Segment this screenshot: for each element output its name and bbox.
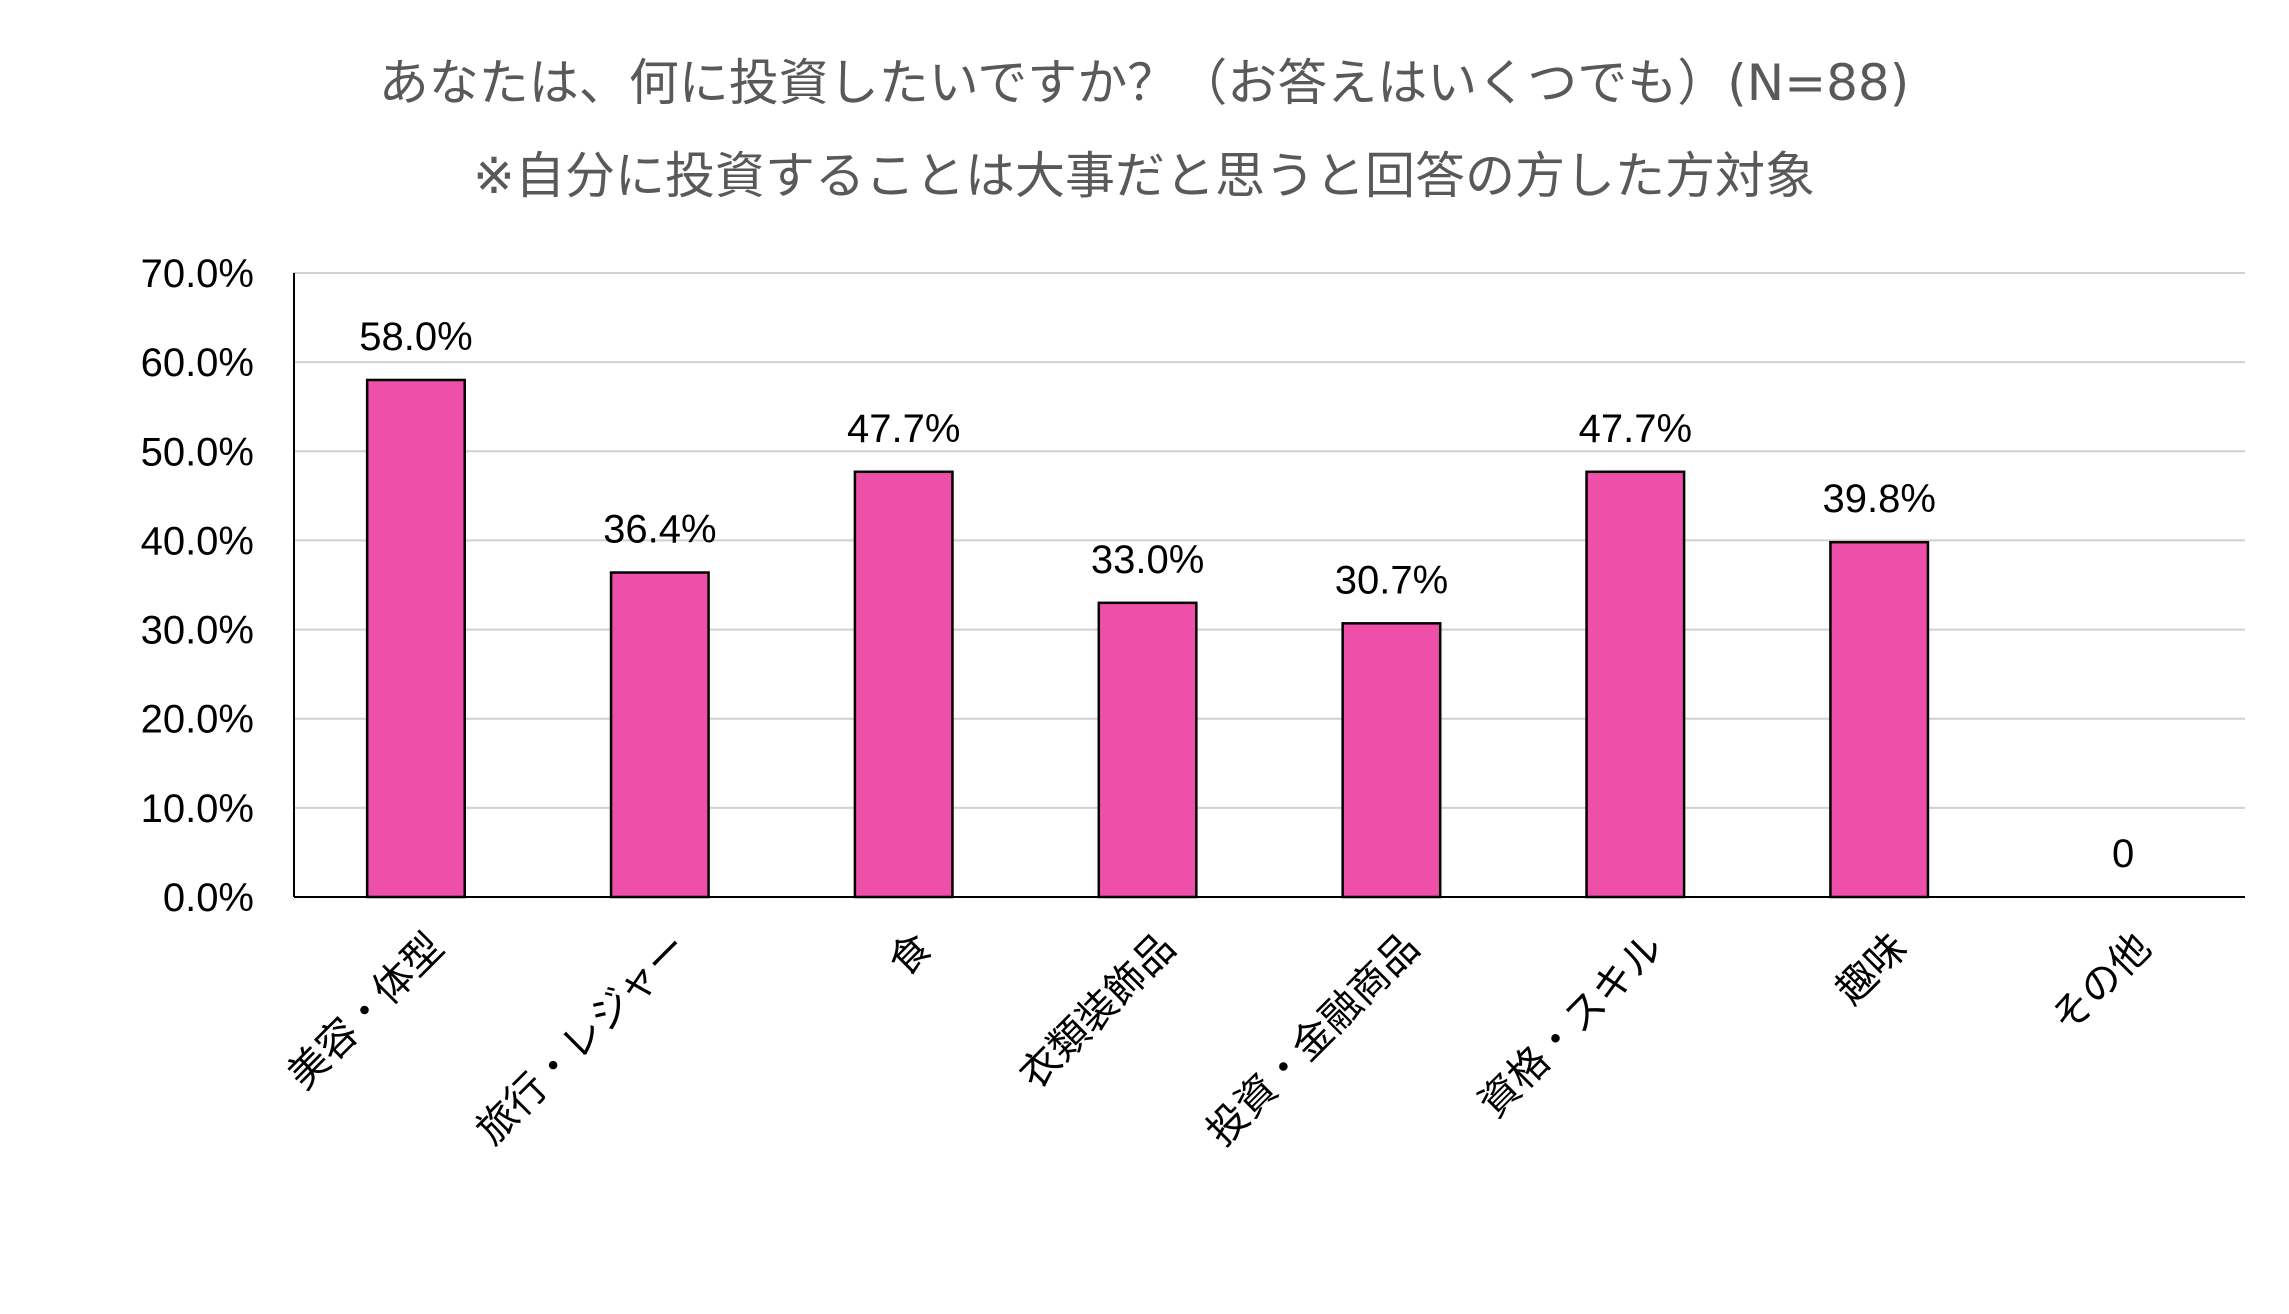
bar [853,470,954,899]
y-tick-label: 20.0% [141,698,254,742]
data-label: 36.4% [603,508,716,552]
x-tick-label: 衣類装飾品 [1011,925,1185,1099]
chart-subtitle: ※自分に投資することは大事だと思うと回答の方した方対象 [473,147,1815,205]
data-label: 0 [2112,832,2134,876]
bar [365,378,466,899]
y-tick-label: 60.0% [141,341,254,385]
y-tick-label: 0.0% [163,876,254,920]
y-tick-label: 70.0% [141,252,254,296]
x-tick-label: 旅行・レジャー [468,925,697,1154]
x-axis-categories: 美容・体型 旅行・レジャー 食 衣類装飾品 投資・金融商品 資格・スキル 趣味 その他 [279,925,2160,1156]
y-axis-ticks: 0.0% 10.0% 20.0% 30.0% 40.0% 50.0% 60.0% 70.0% [141,252,254,920]
x-tick-label: 趣味 [1827,925,1916,1014]
bars [365,378,1930,899]
data-label: 58.0% [359,315,472,359]
x-tick-label: 資格・スキル [1470,925,1672,1127]
y-tick-label: 50.0% [141,430,254,474]
x-tick-label: 投資・金融商品 [1198,925,1429,1156]
data-label: 39.8% [1822,477,1935,521]
x-tick-label: 食 [880,925,941,986]
data-label: 47.7% [847,407,960,451]
data-label: 33.0% [1091,538,1204,582]
x-tick-label: 美容・体型 [279,925,453,1099]
data-label: 47.7% [1579,407,1692,451]
bar [1097,601,1198,899]
y-tick-label: 40.0% [141,519,254,563]
chart-title: あなたは、何に投資したいですか？（お答えはいくつでも）(N=88) [379,54,1909,112]
gridlines [294,272,2245,809]
bar [1341,622,1442,899]
data-label: 30.7% [1335,558,1448,602]
bar [1829,540,1930,899]
x-tick-label: その他 [2043,925,2160,1042]
y-tick-label: 30.0% [141,609,254,653]
axes [293,273,2245,898]
bar [1585,470,1686,899]
y-tick-label: 10.0% [141,787,254,831]
data-labels: 58.0% 36.4% 47.7% 33.0% 30.7% 47.7% 39.8% 0 [359,315,2134,876]
bar [609,571,710,899]
